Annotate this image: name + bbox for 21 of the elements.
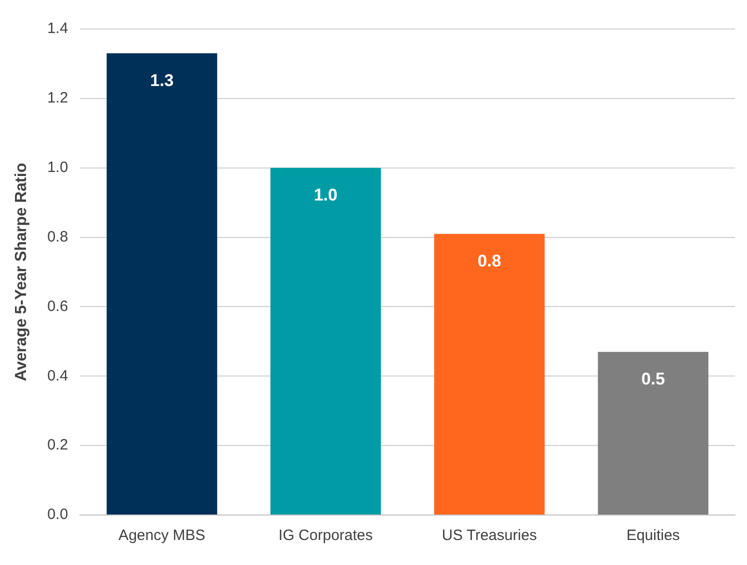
x-tick-label: Agency MBS bbox=[118, 527, 206, 544]
data-label: 0.5 bbox=[641, 370, 665, 389]
y-tick-label: 0.6 bbox=[47, 298, 68, 315]
data-label: 1.3 bbox=[150, 70, 174, 90]
y-tick-label: 1.4 bbox=[47, 20, 68, 38]
bar bbox=[270, 168, 381, 514]
y-tick-label: 1.0 bbox=[47, 159, 68, 176]
data-label: 0.8 bbox=[478, 252, 502, 270]
data-label: 1.0 bbox=[314, 186, 338, 205]
bar bbox=[598, 352, 708, 514]
y-tick-label: 0.8 bbox=[47, 228, 68, 246]
bar bbox=[106, 53, 218, 514]
y-tick-label: 0.2 bbox=[47, 436, 68, 454]
y-tick-label: 0.4 bbox=[47, 367, 68, 384]
bar bbox=[434, 234, 545, 514]
y-tick-label: 0.0 bbox=[47, 506, 68, 524]
y-axis-title: Average 5-Year Sharpe Ratio bbox=[13, 162, 30, 382]
x-tick-label: IG Corporates bbox=[278, 527, 373, 544]
x-tick-label: US Treasuries bbox=[442, 527, 537, 544]
y-tick-label: 1.2 bbox=[47, 90, 68, 107]
x-tick-label: Equities bbox=[626, 527, 680, 544]
